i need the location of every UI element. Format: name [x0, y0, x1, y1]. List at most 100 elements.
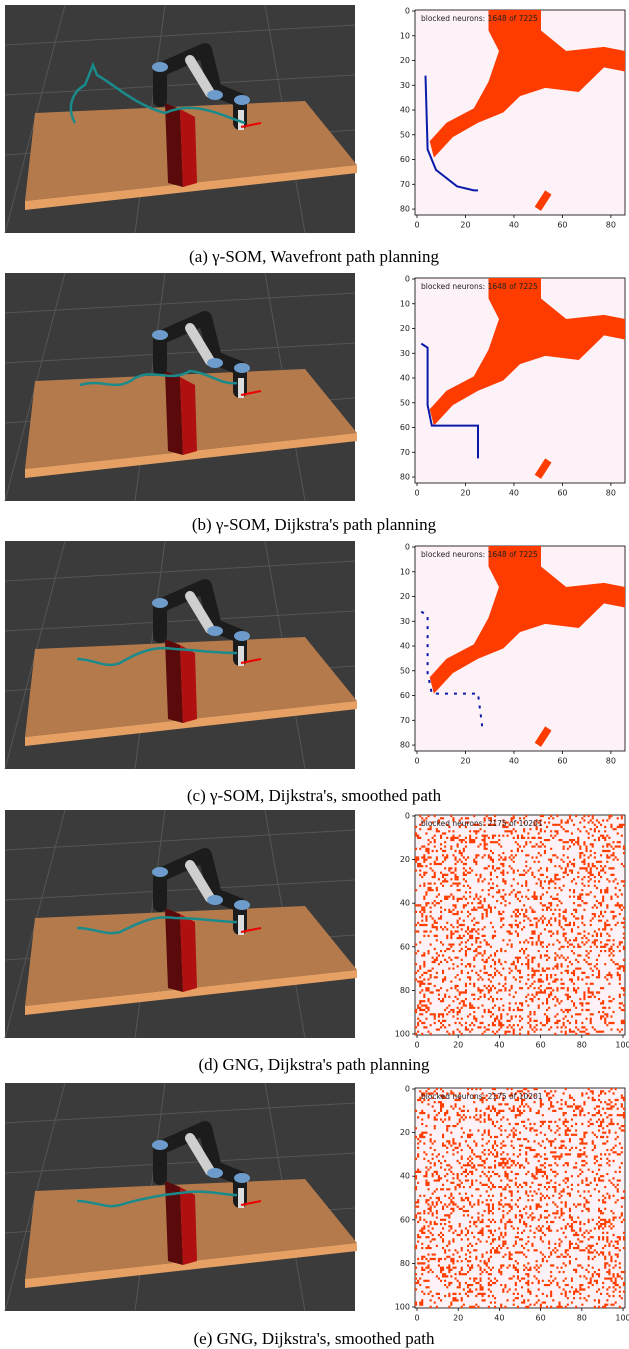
robot-joint	[234, 631, 250, 641]
x-tick-label: 40	[494, 1041, 504, 1050]
plot-area	[415, 815, 625, 1035]
y-tick-label: 40	[400, 899, 410, 908]
x-tick-label: 80	[606, 757, 616, 766]
y-tick-label: 40	[400, 642, 410, 651]
y-tick-label: 80	[400, 205, 410, 214]
y-tick-label: 100	[395, 1030, 410, 1039]
caption: (d) GNG, Dijkstra's path planning	[198, 1055, 430, 1074]
robot-joint	[207, 358, 223, 368]
y-tick-label: 30	[400, 349, 410, 358]
y-tick-label: 50	[400, 130, 410, 139]
wall-front	[180, 1187, 197, 1265]
robot-joint	[152, 330, 168, 340]
y-tick-label: 70	[400, 448, 410, 457]
robot-joint	[234, 95, 250, 105]
x-tick-label: 100	[615, 1041, 629, 1050]
robot-joint	[234, 1173, 250, 1183]
plot-annotation: blocked neurons: 1648 of 7225	[421, 282, 538, 291]
x-tick-label: 80	[606, 221, 616, 230]
robot-render	[5, 5, 357, 233]
wall-front	[180, 914, 197, 992]
x-tick-label: 60	[557, 489, 567, 498]
y-tick-label: 50	[400, 398, 410, 407]
y-tick-label: 40	[400, 1172, 410, 1181]
plot-annotation: blocked neurons: 2175 of 10201	[421, 1092, 543, 1101]
y-tick-label: 40	[400, 106, 410, 115]
figure: blocked neurons: 1648 of 722502040608001…	[0, 0, 629, 1349]
y-tick-label: 70	[400, 180, 410, 189]
x-tick-label: 0	[414, 757, 419, 766]
x-tick-label: 80	[577, 1314, 587, 1323]
y-tick-label: 100	[395, 1303, 410, 1312]
x-tick-label: 80	[606, 489, 616, 498]
y-tick-label: 10	[400, 567, 410, 576]
y-tick-label: 0	[405, 1085, 410, 1094]
y-tick-label: 0	[405, 7, 410, 16]
x-tick-label: 20	[460, 757, 470, 766]
plot-annotation: blocked neurons: 1648 of 7225	[421, 550, 538, 559]
y-tick-label: 20	[400, 56, 410, 65]
y-tick-label: 20	[400, 592, 410, 601]
robot-joint	[207, 1168, 223, 1178]
y-tick-label: 80	[400, 1259, 410, 1268]
x-tick-label: 60	[557, 221, 567, 230]
x-tick-label: 40	[509, 221, 519, 230]
y-tick-label: 70	[400, 716, 410, 725]
robot-joint	[152, 62, 168, 72]
y-tick-label: 80	[400, 473, 410, 482]
robot-joint	[207, 895, 223, 905]
x-tick-label: 80	[577, 1041, 587, 1050]
robot-joint	[152, 867, 168, 877]
y-tick-label: 60	[400, 155, 410, 164]
robot-joint	[234, 363, 250, 373]
robot-render	[5, 810, 357, 1038]
caption: (e) GNG, Dijkstra's, smoothed path	[193, 1329, 435, 1348]
caption: (a) γ-SOM, Wavefront path planning	[189, 247, 439, 266]
y-tick-label: 0	[405, 543, 410, 552]
caption: (b) γ-SOM, Dijkstra's path planning	[192, 515, 437, 534]
wall-front	[180, 109, 197, 187]
x-tick-label: 20	[453, 1041, 463, 1050]
y-tick-label: 60	[400, 1215, 410, 1224]
x-tick-label: 0	[414, 221, 419, 230]
x-tick-label: 20	[460, 221, 470, 230]
wall-front	[180, 645, 197, 723]
y-tick-label: 40	[400, 374, 410, 383]
x-tick-label: 20	[453, 1314, 463, 1323]
y-tick-label: 60	[400, 423, 410, 432]
robot-render	[5, 273, 357, 501]
plot-annotation: blocked neurons: 2175 of 10201	[421, 819, 543, 828]
x-tick-label: 60	[536, 1041, 546, 1050]
y-tick-label: 80	[400, 986, 410, 995]
wall-front	[180, 377, 197, 455]
x-tick-label: 40	[509, 489, 519, 498]
y-tick-label: 0	[405, 275, 410, 284]
robot-joint	[152, 598, 168, 608]
caption: (c) γ-SOM, Dijkstra's, smoothed path	[187, 786, 442, 805]
y-tick-label: 10	[400, 299, 410, 308]
robot-render	[5, 541, 357, 769]
y-tick-label: 20	[400, 1128, 410, 1137]
robot-joint	[207, 626, 223, 636]
x-tick-label: 0	[414, 1041, 419, 1050]
y-tick-label: 0	[405, 812, 410, 821]
x-tick-label: 100	[615, 1314, 629, 1323]
x-tick-label: 60	[557, 757, 567, 766]
x-tick-label: 60	[536, 1314, 546, 1323]
y-tick-label: 50	[400, 666, 410, 675]
robot-joint	[207, 90, 223, 100]
y-tick-label: 80	[400, 741, 410, 750]
y-tick-label: 20	[400, 855, 410, 864]
plot-annotation: blocked neurons: 1648 of 7225	[421, 14, 538, 23]
y-tick-label: 30	[400, 617, 410, 626]
x-tick-label: 20	[460, 489, 470, 498]
robot-joint	[234, 900, 250, 910]
x-tick-label: 0	[414, 1314, 419, 1323]
y-tick-label: 60	[400, 691, 410, 700]
y-tick-label: 20	[400, 324, 410, 333]
x-tick-label: 0	[414, 489, 419, 498]
x-tick-label: 40	[494, 1314, 504, 1323]
y-tick-label: 30	[400, 81, 410, 90]
y-tick-label: 10	[400, 31, 410, 40]
x-tick-label: 40	[509, 757, 519, 766]
